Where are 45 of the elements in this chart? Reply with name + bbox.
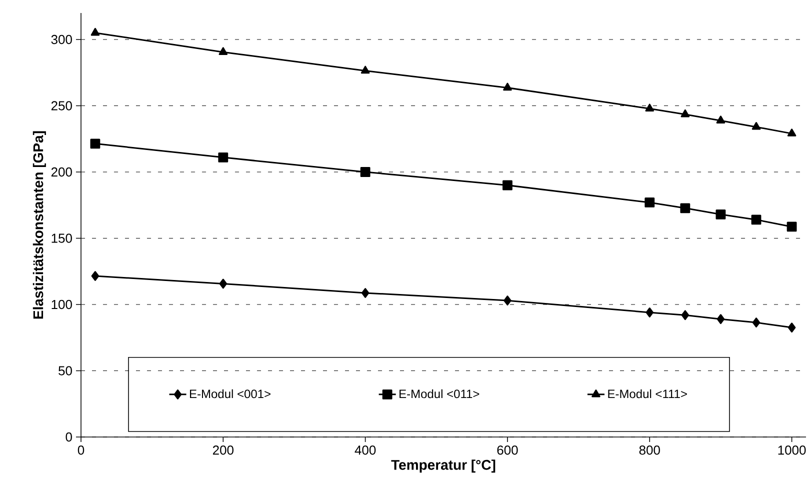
point — [681, 310, 690, 320]
x-tick-label: 600 — [497, 446, 518, 455]
y-tick-label: 150 — [52, 234, 72, 243]
point — [360, 66, 370, 74]
point — [646, 308, 654, 318]
point — [360, 167, 370, 177]
x-axis-title: Temperatur [°C] — [391, 460, 496, 473]
point — [788, 322, 796, 333]
point — [645, 104, 654, 112]
point — [752, 122, 761, 130]
point — [716, 314, 725, 324]
point — [644, 198, 655, 208]
point — [752, 318, 760, 328]
point — [503, 82, 512, 91]
point — [680, 109, 690, 118]
y-tick-label: 0 — [66, 432, 72, 442]
legend-label: E-Modul <011> — [400, 389, 480, 398]
y-axis-title: Elastizitätskonstanten [GPa] — [32, 131, 46, 319]
y-tick-label: 50 — [58, 366, 72, 376]
y-tick-label: 300 — [51, 34, 72, 44]
point — [218, 152, 228, 162]
point — [751, 214, 762, 225]
point — [90, 138, 100, 149]
x-tick-label: 200 — [212, 446, 234, 455]
legend-label: E-Modul <111> — [608, 389, 687, 398]
point — [90, 28, 100, 36]
point — [787, 128, 796, 136]
point — [504, 296, 512, 306]
x-tick-label: 800 — [639, 446, 660, 455]
point — [502, 180, 512, 190]
point — [716, 116, 726, 124]
x-tick-label: 0 — [78, 446, 84, 455]
y-tick-label: 200 — [51, 167, 72, 177]
x-tick-label: 400 — [354, 446, 376, 455]
legend-label: E-Modul <001> — [190, 389, 270, 398]
point — [716, 209, 726, 220]
point — [218, 47, 228, 55]
point — [219, 278, 228, 289]
y-tick-label: 100 — [52, 300, 72, 310]
point — [361, 288, 370, 298]
x-tick-label: 1000 — [778, 446, 806, 455]
point — [680, 203, 690, 214]
y-tick-label: 250 — [51, 101, 72, 110]
point — [91, 271, 100, 281]
point — [786, 222, 797, 232]
